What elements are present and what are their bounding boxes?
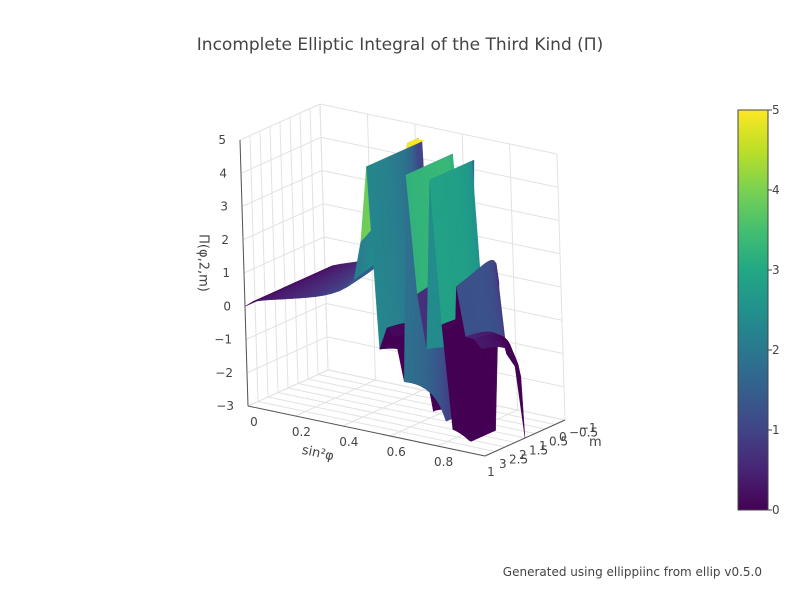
colorbar-ticks: 0 1 2 3 4 5 bbox=[768, 103, 780, 517]
z-tick-label: 1 bbox=[222, 266, 230, 280]
y-tick-label: 2 bbox=[519, 448, 527, 462]
z-tick-label: 2 bbox=[221, 233, 229, 247]
x-tick-label: 0.6 bbox=[387, 445, 406, 459]
y-tick-label: −1 bbox=[579, 421, 597, 435]
y-axis-ticks: −1−0.500.511.522.53 bbox=[499, 421, 598, 471]
colorbar-tick-label: 2 bbox=[772, 343, 780, 357]
footer-note: Generated using ellippiinc from ellip v0… bbox=[503, 565, 762, 579]
y-tick-label: 1 bbox=[539, 439, 547, 453]
y-tick-label: −0.5 bbox=[569, 426, 598, 440]
y-tick-label: 1.5 bbox=[529, 444, 548, 458]
x-axis-ticks: 0 0.2 0.4 0.6 0.8 1 bbox=[250, 415, 495, 479]
z-axis-ticks: −3 −2 −1 0 1 2 3 4 5 bbox=[214, 133, 234, 413]
z-tick-label: −2 bbox=[215, 366, 233, 380]
colorbar-tick-label: 1 bbox=[772, 423, 780, 437]
x-tick-label: 1 bbox=[487, 465, 495, 479]
colorbar-tick-label: 4 bbox=[772, 183, 780, 197]
x-tick-label: 0.2 bbox=[292, 425, 311, 439]
surface-patch bbox=[473, 337, 485, 350]
x-tick-label: 0.8 bbox=[434, 455, 453, 469]
z-tick-label: −1 bbox=[214, 333, 232, 347]
z-tick-label: 5 bbox=[218, 133, 226, 147]
z-tick-label: 0 bbox=[223, 299, 231, 313]
y-tick-label: 3 bbox=[499, 457, 507, 471]
z-tick-label: 4 bbox=[219, 166, 227, 180]
colorbar bbox=[737, 109, 769, 511]
z-tick-label: −3 bbox=[216, 399, 234, 413]
y-axis-label: m bbox=[589, 435, 602, 450]
z-tick-label: 3 bbox=[220, 200, 228, 214]
x-axis-label: sin²φ bbox=[300, 443, 335, 464]
box-edges bbox=[239, 139, 566, 457]
z-axis-label: Π(φ,2,m) bbox=[196, 234, 211, 292]
chart-title: Incomplete Elliptic Integral of the Thir… bbox=[197, 35, 603, 55]
y-tick-label: 0 bbox=[559, 430, 567, 444]
x-tick-label: 0.4 bbox=[339, 435, 358, 449]
colorbar-tick-label: 5 bbox=[772, 103, 780, 117]
colorbar-tick-label: 0 bbox=[772, 503, 780, 517]
surface-mesh bbox=[244, 137, 526, 442]
y-tick-label: 0.5 bbox=[549, 435, 568, 449]
y-tick-label: 2.5 bbox=[509, 453, 528, 467]
x-tick-label: 0 bbox=[250, 415, 258, 429]
colorbar-tick-label: 3 bbox=[772, 263, 780, 277]
